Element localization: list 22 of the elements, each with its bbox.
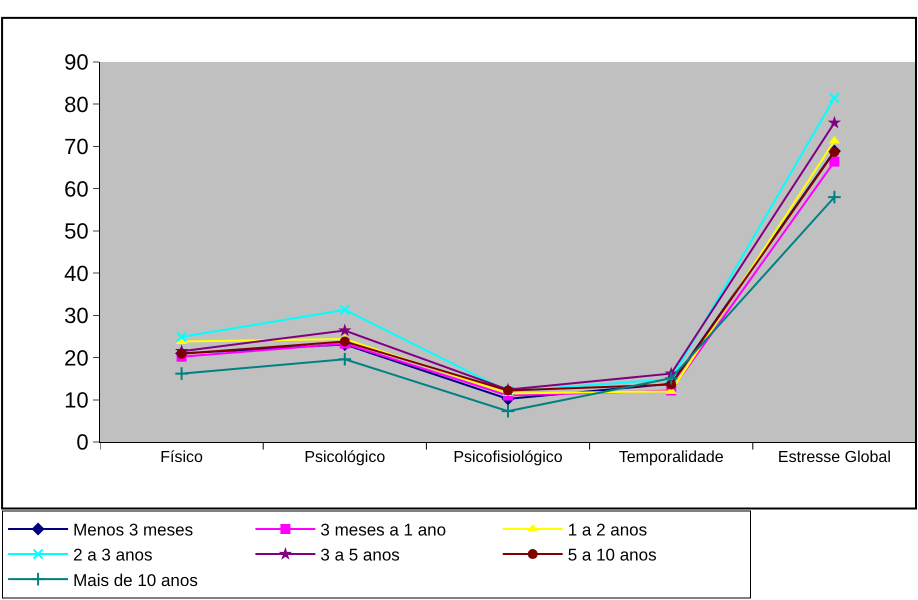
x-tick-label: Temporalidade — [618, 449, 724, 466]
y-tick-label: 40 — [64, 260, 89, 286]
legend-label: Mais de 10 anos — [73, 570, 198, 590]
y-tick-label: 60 — [64, 176, 89, 202]
y-tick-label: 80 — [64, 92, 89, 117]
x-tick-label: Físico — [160, 449, 204, 466]
legend-label: 3 a 5 anos — [320, 546, 400, 565]
y-tick-label: 30 — [64, 303, 89, 328]
y-tick-label: 0 — [76, 430, 89, 455]
legend-label: 3 meses a 1 ano — [320, 520, 446, 540]
x-tick-label: Psicológico — [304, 449, 386, 466]
y-tick-label: 10 — [64, 387, 89, 412]
legend-label: Menos 3 meses — [73, 520, 194, 540]
legend-label: 5 a 10 anos — [568, 546, 657, 565]
y-tick-label: 70 — [64, 134, 89, 160]
legend-label: 2 a 3 anos — [73, 546, 152, 565]
y-tick-label: 50 — [64, 218, 89, 244]
legend-label: 1 a 2 anos — [568, 520, 648, 540]
y-tick-label: 20 — [64, 345, 89, 370]
y-tick-label: 90 — [64, 50, 89, 75]
x-tick-label: Psicofisiológico — [453, 449, 563, 466]
x-tick-label: Estresse Global — [778, 449, 891, 466]
